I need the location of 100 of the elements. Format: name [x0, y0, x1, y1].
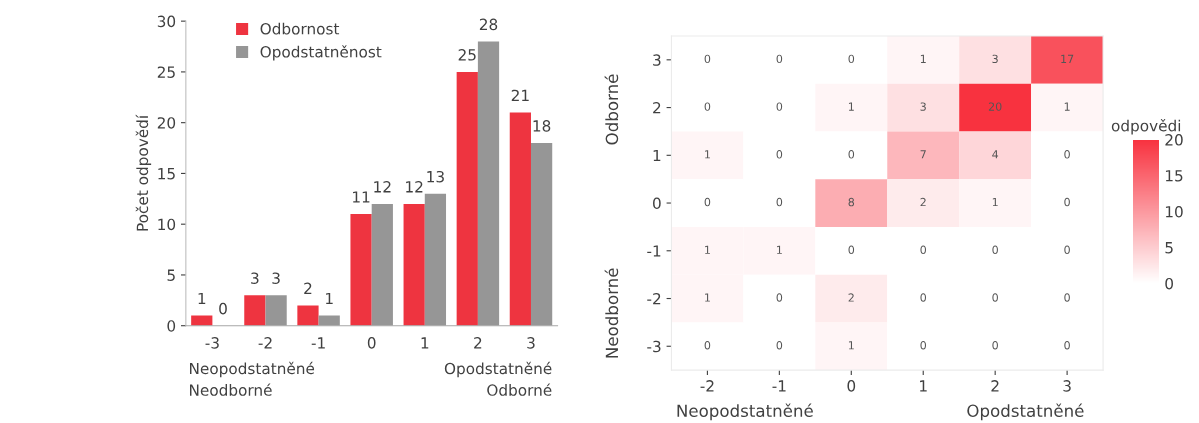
color-bar-label: 10 [1165, 205, 1183, 218]
data-label: 13 [427, 170, 444, 183]
bar [297, 305, 319, 326]
data-label: 7 [920, 150, 926, 159]
data-label: 2 [304, 282, 312, 294]
data-label: 0 [992, 245, 998, 254]
data-label: 0 [776, 197, 783, 207]
x-tick-label: 1 [920, 380, 927, 392]
data-label: 28 [479, 18, 498, 31]
data-label: 3 [251, 272, 259, 284]
data-label: 0 [1064, 197, 1070, 207]
data-label: 1 [326, 292, 333, 305]
bar [424, 193, 447, 326]
x-tick-label: -1 [311, 337, 325, 349]
bar [403, 203, 425, 326]
text: Neopodstatněné [190, 361, 315, 378]
data-label: 0 [920, 293, 927, 302]
text: Odborné [604, 74, 619, 145]
color-bar-label: 20 [1165, 134, 1183, 146]
y-tick-label: 0 [167, 320, 176, 332]
y-tick-label: -1 [647, 245, 661, 257]
data-label: 8 [848, 197, 855, 207]
data-label: 0 [704, 102, 711, 111]
legend-label: Opodstatněnost [260, 45, 382, 61]
data-label: 0 [776, 102, 783, 111]
data-label: 0 [776, 54, 783, 64]
data-label: 12 [406, 181, 423, 193]
data-label: 1 [705, 245, 710, 254]
x-tick-label: 1 [421, 337, 429, 349]
x-tick-label: -2 [700, 380, 714, 392]
data-label: 3 [272, 272, 280, 284]
data-label: 1 [920, 54, 926, 63]
data-label: 1 [777, 245, 782, 254]
y-tick-label: 25 [157, 66, 175, 78]
y-tick-label: -2 [647, 292, 661, 305]
y-tick-label: 30 [157, 15, 176, 28]
bar [530, 142, 553, 326]
text: Opodstatněné [967, 403, 1084, 421]
data-label: 2 [848, 293, 854, 302]
x-tick-label: 2 [474, 337, 482, 349]
x-tick-label: 0 [367, 337, 376, 349]
bar [509, 112, 531, 326]
data-label: 20 [988, 102, 1002, 111]
text: Neodborné [190, 383, 272, 396]
data-label: 18 [533, 120, 551, 132]
data-label: 4 [992, 150, 999, 159]
data-label: 0 [992, 293, 998, 302]
data-label: 17 [1061, 54, 1074, 63]
y-tick-label: 15 [158, 168, 175, 180]
data-label: 0 [920, 245, 927, 254]
data-label: 0 [219, 302, 227, 315]
bar [456, 71, 478, 326]
text: Opodstatněné [444, 361, 552, 378]
data-label: 0 [704, 54, 711, 64]
bar [477, 41, 500, 326]
data-label: 1 [705, 293, 710, 302]
data-label: 0 [776, 293, 783, 302]
y-axis-title: Počet odpovědí [135, 114, 152, 231]
data-label: 0 [1064, 150, 1070, 159]
x-tick-label: -2 [258, 337, 272, 349]
text: Odborné [487, 383, 552, 396]
bar [244, 295, 266, 326]
x-tick-label: 3 [527, 337, 535, 349]
data-label: 1 [198, 292, 206, 305]
y-tick-label: 5 [167, 269, 175, 281]
x-tick-label: 3 [1063, 380, 1071, 392]
data-label: 1 [1064, 102, 1070, 111]
data-label: 2 [920, 197, 926, 207]
text: Neopodstatněné [677, 403, 813, 421]
data-label: 21 [511, 89, 529, 102]
color-bar-title: odpovědi [1111, 119, 1181, 135]
color-bar-label: 5 [1165, 242, 1173, 254]
x-tick-label: 2 [991, 380, 999, 392]
data-label: 12 [374, 181, 391, 193]
data-label: 25 [458, 49, 476, 61]
data-label: 0 [848, 245, 855, 254]
bar [265, 295, 287, 326]
y-tick-label: 10 [158, 218, 176, 231]
y-tick-label: 1 [653, 149, 661, 162]
x-tick-label: -3 [205, 337, 219, 349]
data-label: 0 [1064, 245, 1070, 254]
data-label: 11 [353, 191, 370, 203]
text: Neodborné [604, 268, 619, 358]
color-bar-label: 0 [1165, 277, 1173, 290]
data-label: 0 [848, 150, 855, 159]
data-label: 3 [992, 54, 998, 64]
y-tick-label: 20 [157, 117, 176, 129]
data-label: 0 [776, 150, 783, 159]
bar [350, 214, 372, 326]
data-label: 0 [848, 54, 855, 64]
data-label: 1 [705, 150, 710, 159]
data-label: 0 [704, 197, 711, 207]
x-tick-label: -1 [772, 380, 786, 392]
y-tick-label: 3 [653, 54, 661, 66]
y-tick-label: 2 [653, 102, 661, 114]
color-bar-label: 15 [1165, 170, 1183, 182]
data-label: 0 [1064, 293, 1070, 302]
legend-label: Odbornost [260, 22, 340, 35]
x-tick-label: 0 [847, 380, 856, 392]
data-label: 1 [992, 198, 998, 207]
